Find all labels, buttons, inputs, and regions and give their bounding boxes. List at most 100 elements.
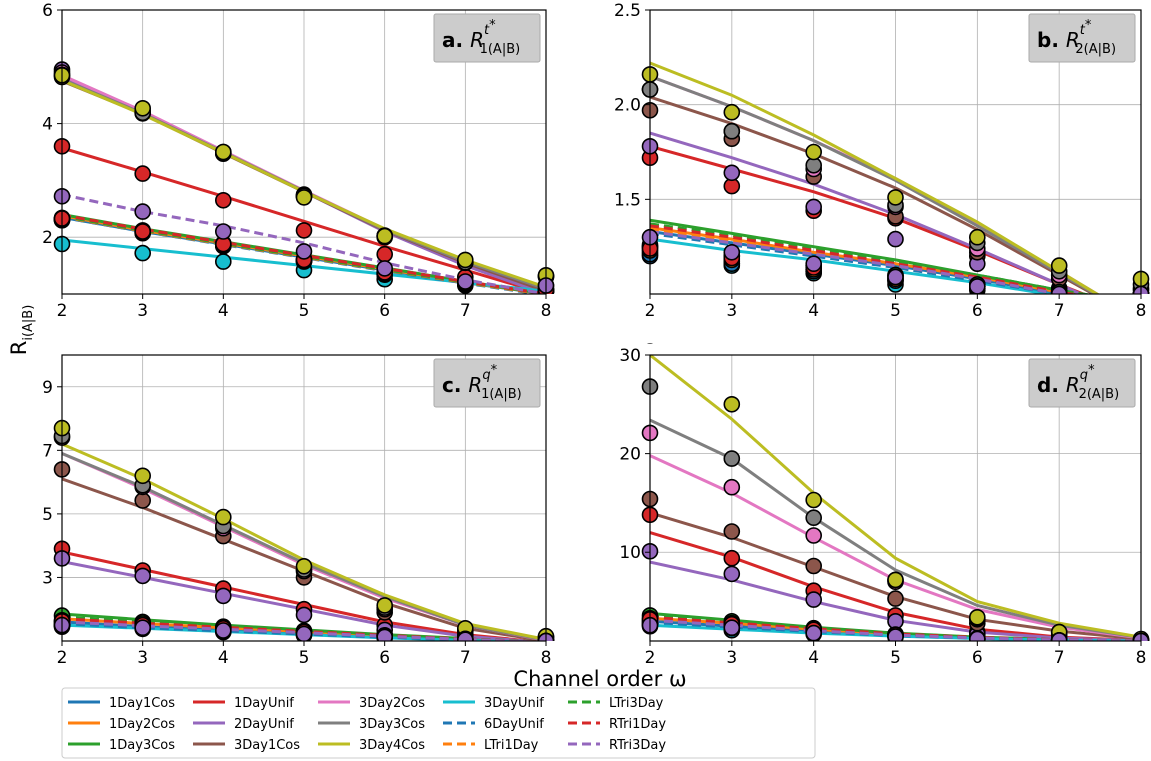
x-tick-label: 8 (541, 301, 552, 321)
legend-label-1Day1Cos: 1Day1Cos (109, 696, 175, 711)
point-RTri1Day-3 (134, 223, 151, 240)
point-3Day4Cos-4 (805, 491, 823, 509)
point-3Day1Cos-5 (887, 590, 904, 607)
point-RTri3Day-5 (295, 625, 313, 641)
point-3Day4Cos-3 (134, 100, 151, 117)
legend-label-1Day2Cos: 1Day2Cos (109, 717, 175, 732)
x-tick-label: 6 (972, 648, 983, 668)
panel-label: a. Rt* 1(A|B) (442, 18, 520, 57)
x-tick-label: 3 (726, 648, 737, 668)
x-tick-label: 8 (541, 648, 552, 668)
point-RTri3Day-7 (456, 273, 474, 290)
legend: 1Day1Cos 1Day2Cos 1Day3Cos 1DayUnif 2DayUnif… (61, 687, 816, 759)
series-line-1Day1Cos (650, 230, 1069, 294)
y-tick-label: 4 (42, 115, 53, 135)
point-RTri3Day-6 (376, 260, 394, 277)
x-tick-label: 5 (890, 648, 901, 668)
point-1DayUnif-6 (376, 245, 394, 263)
point-RTri3Day-6 (376, 628, 393, 641)
x-tick-label: 2 (57, 648, 68, 668)
x-tick-label: 8 (1136, 301, 1147, 321)
panel-label-box (433, 13, 541, 63)
x-tick-label: 5 (299, 648, 310, 668)
panels: 2 3 4 5 6 7 8 2 4 6 a. Rt* 1(A|B) 2 3 4 5 6 7 8 1.5 2.0 2.5 b.… (42, 1, 1150, 668)
panel-a: 2 3 4 5 6 7 8 2 4 6 a. Rt* 1(A|B) (42, 1, 555, 321)
point-2DayUnif-4 (805, 591, 823, 608)
y-tick-label: 6 (42, 1, 53, 21)
point-1DayUnif-4 (215, 192, 232, 209)
point-3Day3Cos-3 (723, 450, 741, 467)
point-RTri3Day-5 (295, 243, 313, 260)
legend-label-3DayUnif: 3DayUnif (484, 696, 544, 711)
point-3Day4Cos-7 (456, 251, 474, 269)
panel-d: 2 3 4 5 6 7 8 10 20 30 d. Rq* 2(A|B) (619, 343, 1150, 668)
point-RTri3Day-4 (805, 255, 823, 273)
x-tick-label: 3 (137, 301, 148, 321)
legend-label-3Day2Cos: 3Day2Cos (359, 696, 425, 711)
series-points (641, 66, 1150, 294)
point-3Day4Cos-2 (646, 343, 654, 344)
point-3Day4Cos-4 (805, 143, 823, 161)
legend-label-1Day3Cos: 1Day3Cos (109, 738, 175, 753)
point-RTri3Day-4 (215, 223, 232, 240)
point-RTri3Day-4 (805, 624, 822, 641)
point-3DayUnif-3 (134, 244, 151, 262)
panel-label-box (1028, 358, 1136, 408)
x-tick-label: 4 (218, 301, 229, 321)
point-3Day4Cos-7 (1050, 257, 1068, 274)
legend-label-LTri3Day: LTri3Day (609, 696, 664, 711)
panel-label-box (1028, 13, 1136, 63)
point-RTri3Day-7 (1050, 285, 1068, 294)
point-2DayUnif-4 (805, 198, 823, 216)
y-tick-label: 2.5 (614, 1, 641, 21)
point-3Day1Cos-4 (805, 557, 823, 575)
point-3Day1Cos-3 (723, 523, 741, 540)
legend-label-1DayUnif: 1DayUnif (234, 696, 294, 711)
panel-label: c. Rq* 1(A|B) (442, 363, 522, 402)
point-3Day2Cos-3 (723, 478, 741, 496)
point-RTri3Day-3 (723, 244, 741, 261)
y-tick-label: 9 (42, 378, 53, 398)
point-RTri3Day-3 (134, 203, 151, 220)
x-tick-label: 6 (379, 648, 390, 668)
x-tick-label: 4 (218, 648, 229, 668)
legend-frame (61, 687, 816, 759)
x-tick-label: 3 (726, 301, 737, 321)
x-tick-label: 5 (299, 301, 310, 321)
point-RTri3Day-5 (887, 268, 904, 286)
y-tick-label: 2 (42, 228, 53, 248)
point-3Day3Cos-3 (723, 122, 741, 140)
point-RTri3Day-5 (887, 628, 904, 641)
point-3Day4Cos-4 (215, 143, 232, 161)
point-3Day4Cos-6 (376, 597, 394, 614)
x-tick-label: 6 (379, 301, 390, 321)
y-tick-label: 5 (42, 505, 53, 525)
x-tick-label: 5 (890, 301, 901, 321)
point-3DayUnif-4 (215, 253, 232, 270)
x-tick-label: 2 (645, 301, 656, 321)
x-tick-label: 6 (972, 301, 983, 321)
legend-label-3Day1Cos: 3Day1Cos (234, 738, 300, 753)
point-3Day4Cos-3 (723, 395, 741, 413)
legend-label-3Day4Cos: 3Day4Cos (359, 738, 425, 753)
y-tick-label: 2.0 (614, 96, 641, 116)
panel-label: d. Rq* 2(A|B) (1037, 363, 1119, 402)
point-3Day4Cos-6 (968, 228, 986, 246)
point-2DayUnif-5 (295, 606, 313, 624)
x-tick-label: 7 (460, 301, 471, 321)
x-tick-label: 4 (808, 648, 819, 668)
x-tick-label: 7 (1054, 648, 1065, 668)
point-3Day2Cos-4 (805, 527, 823, 544)
ylabel-sub: i(A|B) (21, 305, 36, 341)
series-line-3Day4Cos (650, 355, 1141, 639)
legend-label-LTri1Day: LTri1Day (484, 738, 539, 753)
ylabel-main: R (7, 341, 31, 356)
point-2DayUnif-3 (723, 164, 741, 182)
point-3Day4Cos-6 (376, 227, 394, 245)
point-3Day4Cos-5 (887, 189, 904, 206)
y-tick-label: 30 (619, 346, 641, 366)
series-points (53, 61, 555, 294)
x-tick-label: 2 (645, 648, 656, 668)
x-tick-label: 7 (1054, 301, 1065, 321)
